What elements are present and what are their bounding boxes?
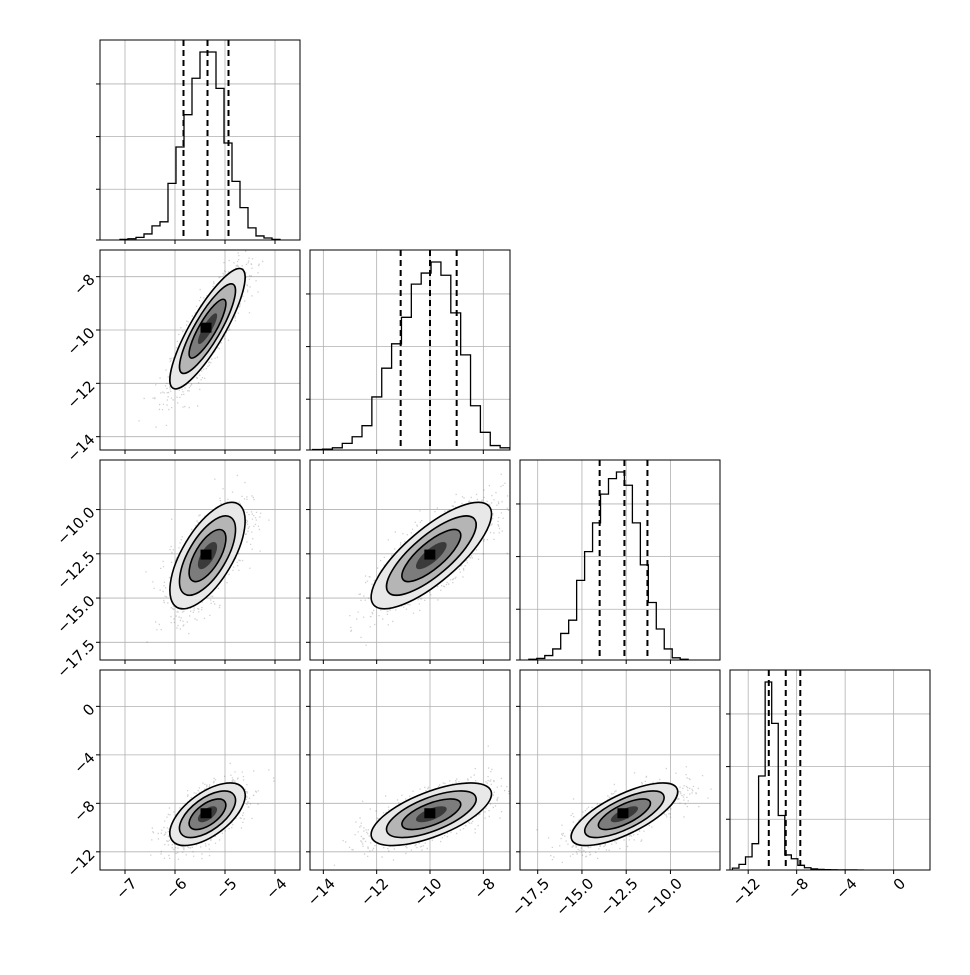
x-tick-label: −15.0 [552,874,597,919]
y-tick-label: −17.5 [53,636,98,681]
x-tick-label: −4 [832,874,860,902]
panel-content [100,250,300,450]
contour-line [169,267,246,390]
histogram-panel-1 [96,39,301,244]
contour-line [178,515,237,597]
x-tick-label: −14 [304,874,339,909]
histogram-step [731,681,864,870]
x-tick-label: −4 [262,874,290,902]
contour-line [401,798,462,831]
scatter-panel-4-2 [306,669,511,874]
contour-line [583,790,665,839]
y-tick-label: −8 [70,797,98,825]
panel-frame [309,459,511,661]
panel-content [310,460,510,660]
y-tick-label: −14 [63,430,98,465]
y-tick-label: −12 [63,377,98,412]
x-tick-label: −12.5 [597,874,642,919]
scatter-panel-3-1 [96,459,301,664]
x-tick-label: −8 [784,874,812,902]
contour-line [385,790,477,839]
y-tick-label: −12 [63,846,98,881]
contour-line [188,798,227,831]
x-tick-label: −5 [212,874,240,902]
contour-line [169,782,246,847]
panel-content [100,460,300,660]
y-tick-label: −8 [70,270,98,298]
x-tick-label: −6 [162,874,190,902]
contour-line [169,501,246,610]
histogram-step [119,51,281,240]
histogram-step [312,261,510,450]
x-tick-label: −17.5 [508,874,553,919]
y-tick-label: −10.0 [53,503,98,548]
contour-line [188,528,227,583]
histogram-panel-3 [516,459,721,664]
density-peak [200,549,212,560]
y-tick-label: −15.0 [53,592,98,637]
contour-line [178,283,237,375]
panel-content [520,670,720,870]
x-tick-label: −10.0 [641,874,686,919]
histogram-step [528,471,689,660]
panel-frame [519,669,721,871]
panel-frame [99,249,301,451]
panel-content [310,670,510,870]
contour-line [385,515,477,597]
x-tick-label: −12 [729,874,764,909]
y-tick-label: −10 [63,324,98,359]
density-peak [424,808,436,819]
contour-line [570,782,679,847]
density-peak [424,549,436,560]
contour-line [178,790,237,839]
y-tick-label: −4 [70,749,98,777]
panel-frame [519,459,721,661]
scatter-panel-4-3 [516,669,721,874]
panel-frame [99,39,301,241]
panel-frame [309,669,511,871]
scatter-panel-3-2 [306,459,511,664]
contour-line [370,782,493,847]
x-tick-label: 0 [890,874,909,893]
x-tick-label: −7 [112,874,140,902]
panel-frame [99,459,301,661]
histogram-panel-2 [306,249,511,454]
density-peak [200,808,212,819]
contour-line [188,298,227,359]
contour-line [401,528,462,583]
x-tick-label: −12 [357,874,392,909]
x-tick-label: −8 [471,874,499,902]
panel-frame [309,249,511,451]
y-tick-label: −12.5 [53,548,98,593]
panel-frame [99,669,301,871]
contour-line [370,501,493,610]
panel-content [100,670,300,870]
x-tick-label: −10 [410,874,445,909]
density-peak [617,808,629,819]
scatter-panel-2-1 [96,249,301,454]
histogram-panel-4 [726,669,931,874]
density-peak [200,322,212,333]
contour-line [597,798,652,831]
scatter-panel-4-1 [96,669,301,874]
panel-frame [729,669,931,871]
y-tick-label: 0 [79,700,98,719]
